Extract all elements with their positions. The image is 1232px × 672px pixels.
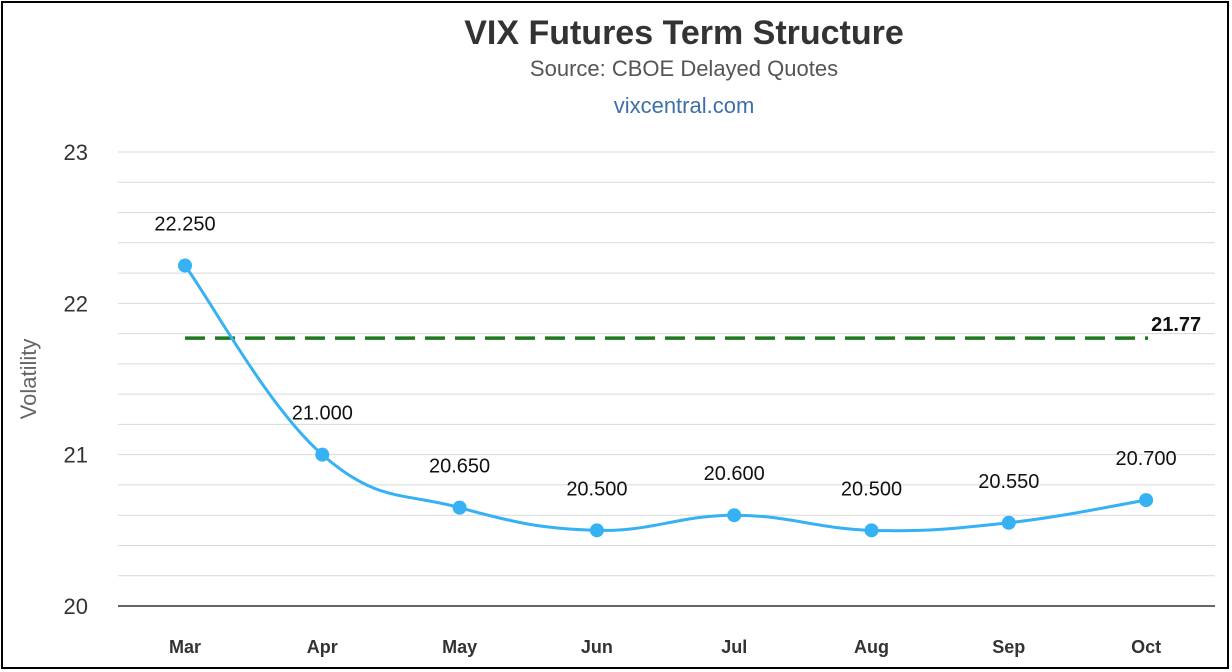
reference-line-group: 21.77	[185, 314, 1201, 340]
data-label: 22.250	[154, 214, 215, 236]
data-label: 20.650	[429, 456, 490, 478]
y-tick-label: 23	[64, 140, 88, 165]
x-tick-label: May	[442, 637, 477, 657]
data-point	[727, 508, 742, 523]
gridlines	[118, 151, 1215, 607]
y-tick-label: 22	[64, 291, 88, 316]
data-label: 20.500	[566, 478, 627, 500]
reference-line-label: 21.77	[1151, 314, 1201, 336]
x-tick-label: Oct	[1131, 637, 1161, 657]
y-tick-label: 20	[64, 594, 88, 619]
x-tick-label: Jun	[581, 637, 613, 657]
data-label: 20.500	[841, 478, 902, 500]
x-tick-label: Sep	[992, 637, 1025, 657]
data-label: 21.000	[292, 403, 353, 425]
chart-subtitle: Source: CBOE Delayed Quotes	[529, 56, 839, 81]
x-tick-label: Mar	[169, 637, 201, 657]
y-axis-ticks: 20 21 22 23	[64, 140, 88, 619]
data-point	[315, 447, 330, 462]
data-point	[452, 500, 467, 515]
data-label: 20.550	[978, 471, 1039, 493]
x-tick-label: Jul	[721, 637, 747, 657]
chart-credit-link[interactable]: vixcentral.com	[613, 93, 755, 118]
series-group	[178, 258, 1154, 538]
data-point	[178, 258, 192, 273]
data-label: 20.600	[704, 463, 765, 485]
data-point	[589, 523, 604, 538]
chart-title: VIX Futures Term Structure	[464, 14, 904, 52]
x-tick-label: Apr	[307, 637, 338, 657]
x-tick-label: Aug	[854, 637, 889, 657]
x-axis-ticks: Mar Apr May Jun Jul Aug Sep Oct	[169, 637, 1161, 657]
data-label: 20.700	[1116, 448, 1177, 470]
data-point	[1001, 515, 1016, 530]
data-point	[864, 523, 879, 538]
data-point	[1139, 493, 1154, 508]
y-axis-label: Volatility	[16, 339, 41, 420]
data-labels: 22.250 21.000 20.650 20.500 20.600 20.500 20.5…	[154, 214, 1176, 501]
y-tick-label: 21	[64, 443, 88, 468]
